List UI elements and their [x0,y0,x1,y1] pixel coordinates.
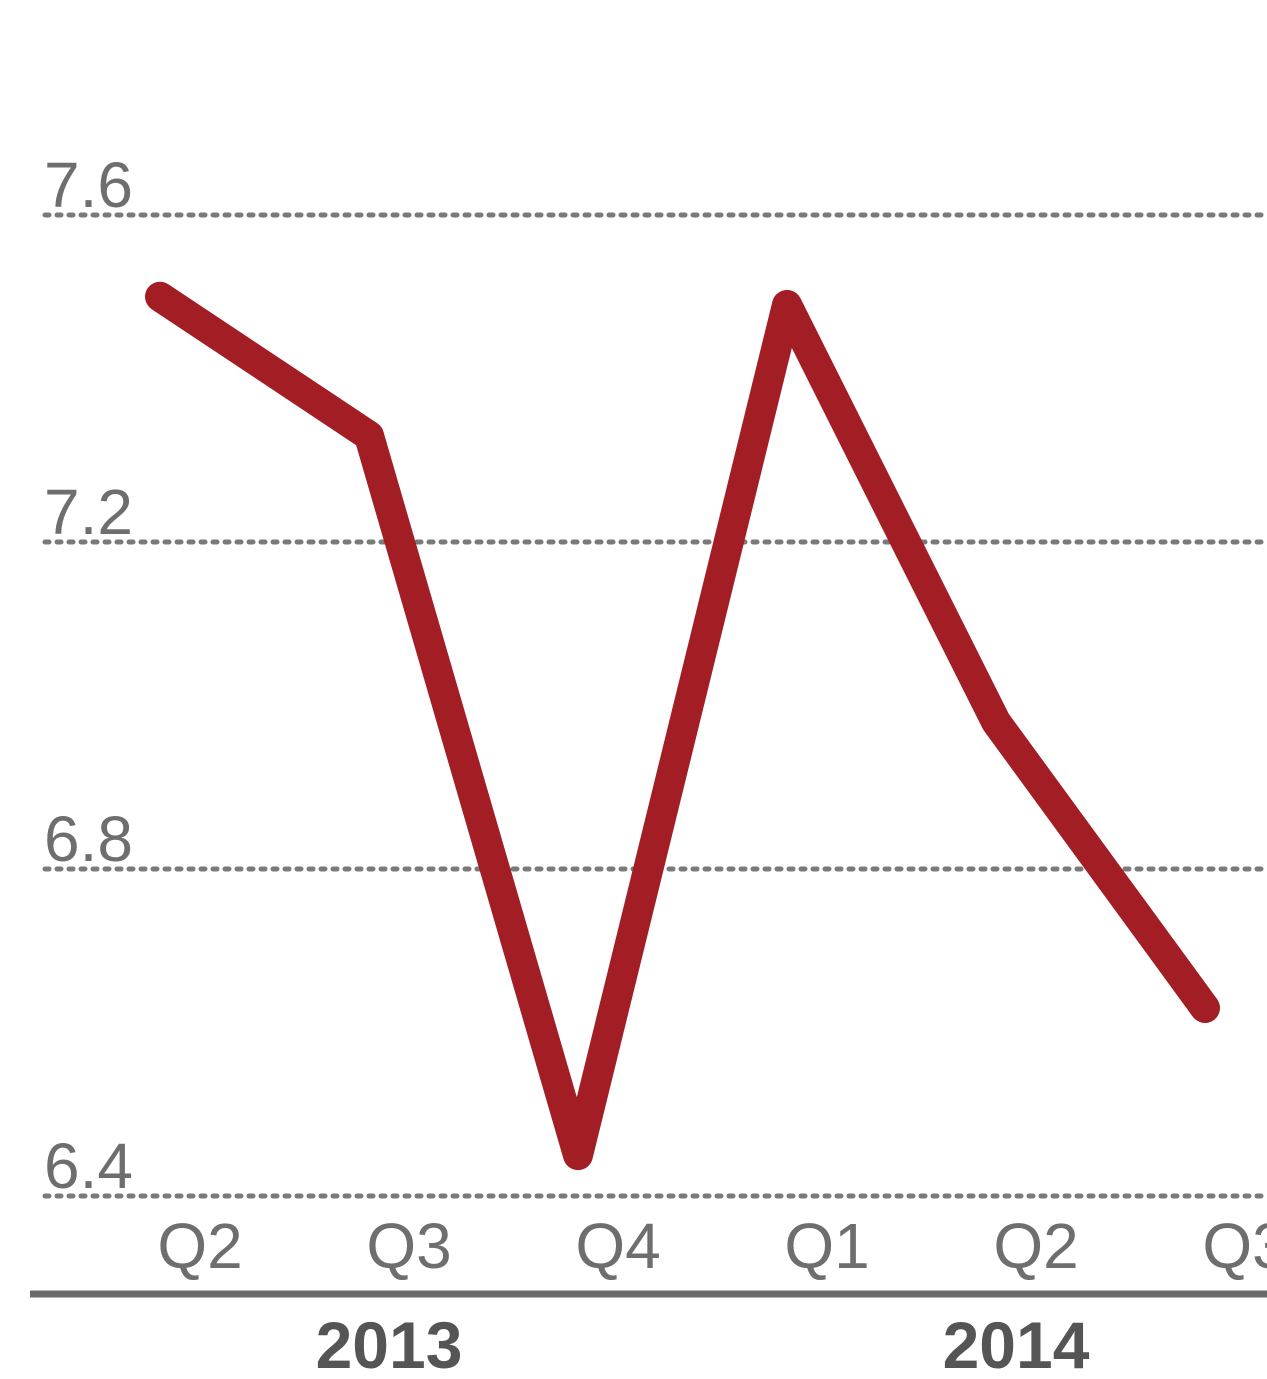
x-tick-label: Q2 [157,1210,242,1282]
gridlines [45,215,1267,1196]
x-axis-tick-labels: Q2 Q3 Q4 Q1 Q2 Q3 [157,1210,1267,1282]
y-tick-label: 7.2 [44,476,133,548]
year-label: 2013 [316,1308,463,1374]
x-tick-label: Q4 [575,1210,660,1282]
x-tick-label: Q3 [366,1210,451,1282]
year-label: 2014 [943,1308,1090,1374]
x-tick-label: Q1 [784,1210,869,1282]
y-tick-label: 7.6 [44,149,133,221]
x-tick-label: Q3 [1202,1210,1267,1282]
x-tick-label: Q2 [993,1210,1078,1282]
y-tick-label: 6.8 [44,803,133,875]
series-line-0 [160,297,1205,1155]
y-tick-label: 6.4 [44,1130,133,1202]
year-labels: 2013 2014 [316,1308,1090,1374]
y-axis-tick-labels: 6.4 6.8 7.2 7.6 [44,149,133,1202]
series-lines [160,297,1205,1156]
